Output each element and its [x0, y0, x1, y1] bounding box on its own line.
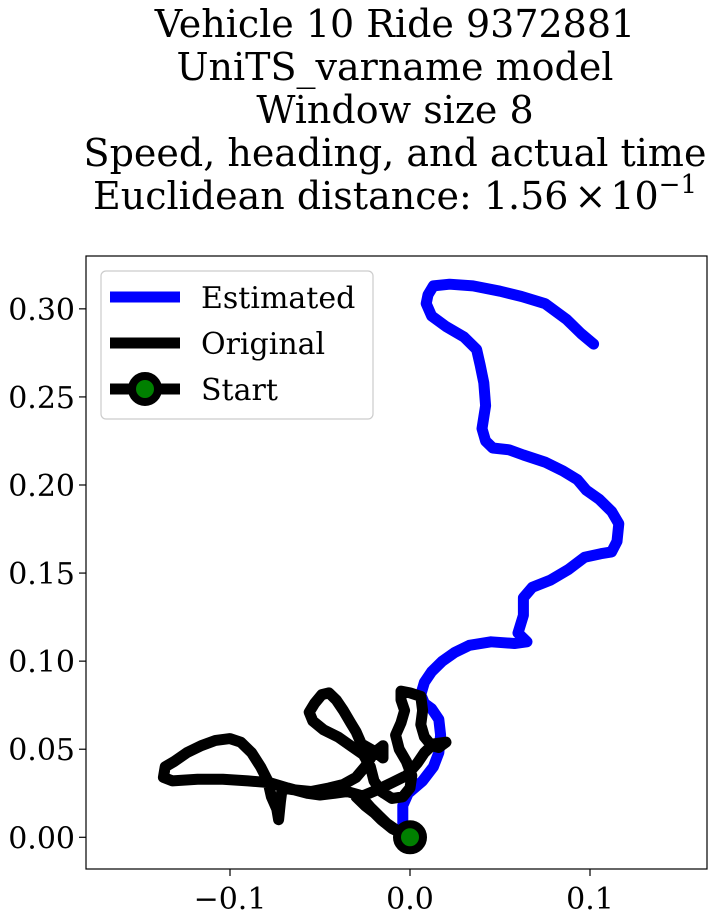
title-line-3: Window size 8 — [256, 88, 533, 132]
y-tick-label: 0.30 — [8, 293, 75, 328]
start-marker — [393, 820, 427, 855]
plot-frame — [85, 255, 708, 870]
y-tick-label: 0.25 — [8, 381, 75, 416]
legend-box — [100, 270, 374, 420]
title-line-4: Speed, heading, and actual time — [84, 131, 707, 175]
y-tick-label: 0.05 — [8, 733, 75, 768]
y-tick-label: 0.15 — [8, 557, 75, 592]
title-distance-prefix: Euclidean distance: — [93, 174, 484, 218]
y-tick-label: 0.10 — [8, 645, 75, 680]
title-distance-mantissa: 1.56 — [484, 174, 569, 218]
legend-label-start: Start — [201, 373, 278, 408]
legend-start-marker — [128, 372, 162, 406]
x-tick-label: −0.1 — [194, 882, 267, 917]
y-tick-label: 0.20 — [8, 469, 75, 504]
title-line-1: Vehicle 10 Ride 9372881 — [154, 2, 635, 46]
legend-label-original: Original — [201, 327, 325, 362]
y-tick-label: 0.00 — [8, 821, 75, 856]
series-line-original — [157, 685, 452, 843]
title-distance-base: 10 — [610, 174, 658, 218]
title-distance-times: × — [574, 174, 606, 218]
plot-series — [157, 278, 625, 855]
title-line-2: UniTS_varname model — [177, 45, 614, 90]
x-tick-label: 0.1 — [566, 882, 614, 917]
series-line-estimated — [397, 278, 625, 843]
x-tick-label: 0.0 — [386, 882, 434, 917]
title-distance-exp: −1 — [659, 170, 697, 200]
title-line-5: Euclidean distance: 1.56 × 10−1 — [93, 170, 697, 218]
legend-label-estimated: Estimated — [201, 281, 355, 316]
axis-ticks: −0.1 0.0 0.1 0.00 0.05 0.10 0.15 0.20 0.25 0.30 — [8, 293, 614, 917]
legend: Estimated Original Start — [100, 270, 374, 420]
chart-title: Vehicle 10 Ride 9372881 UniTS_varname mo… — [84, 2, 707, 218]
